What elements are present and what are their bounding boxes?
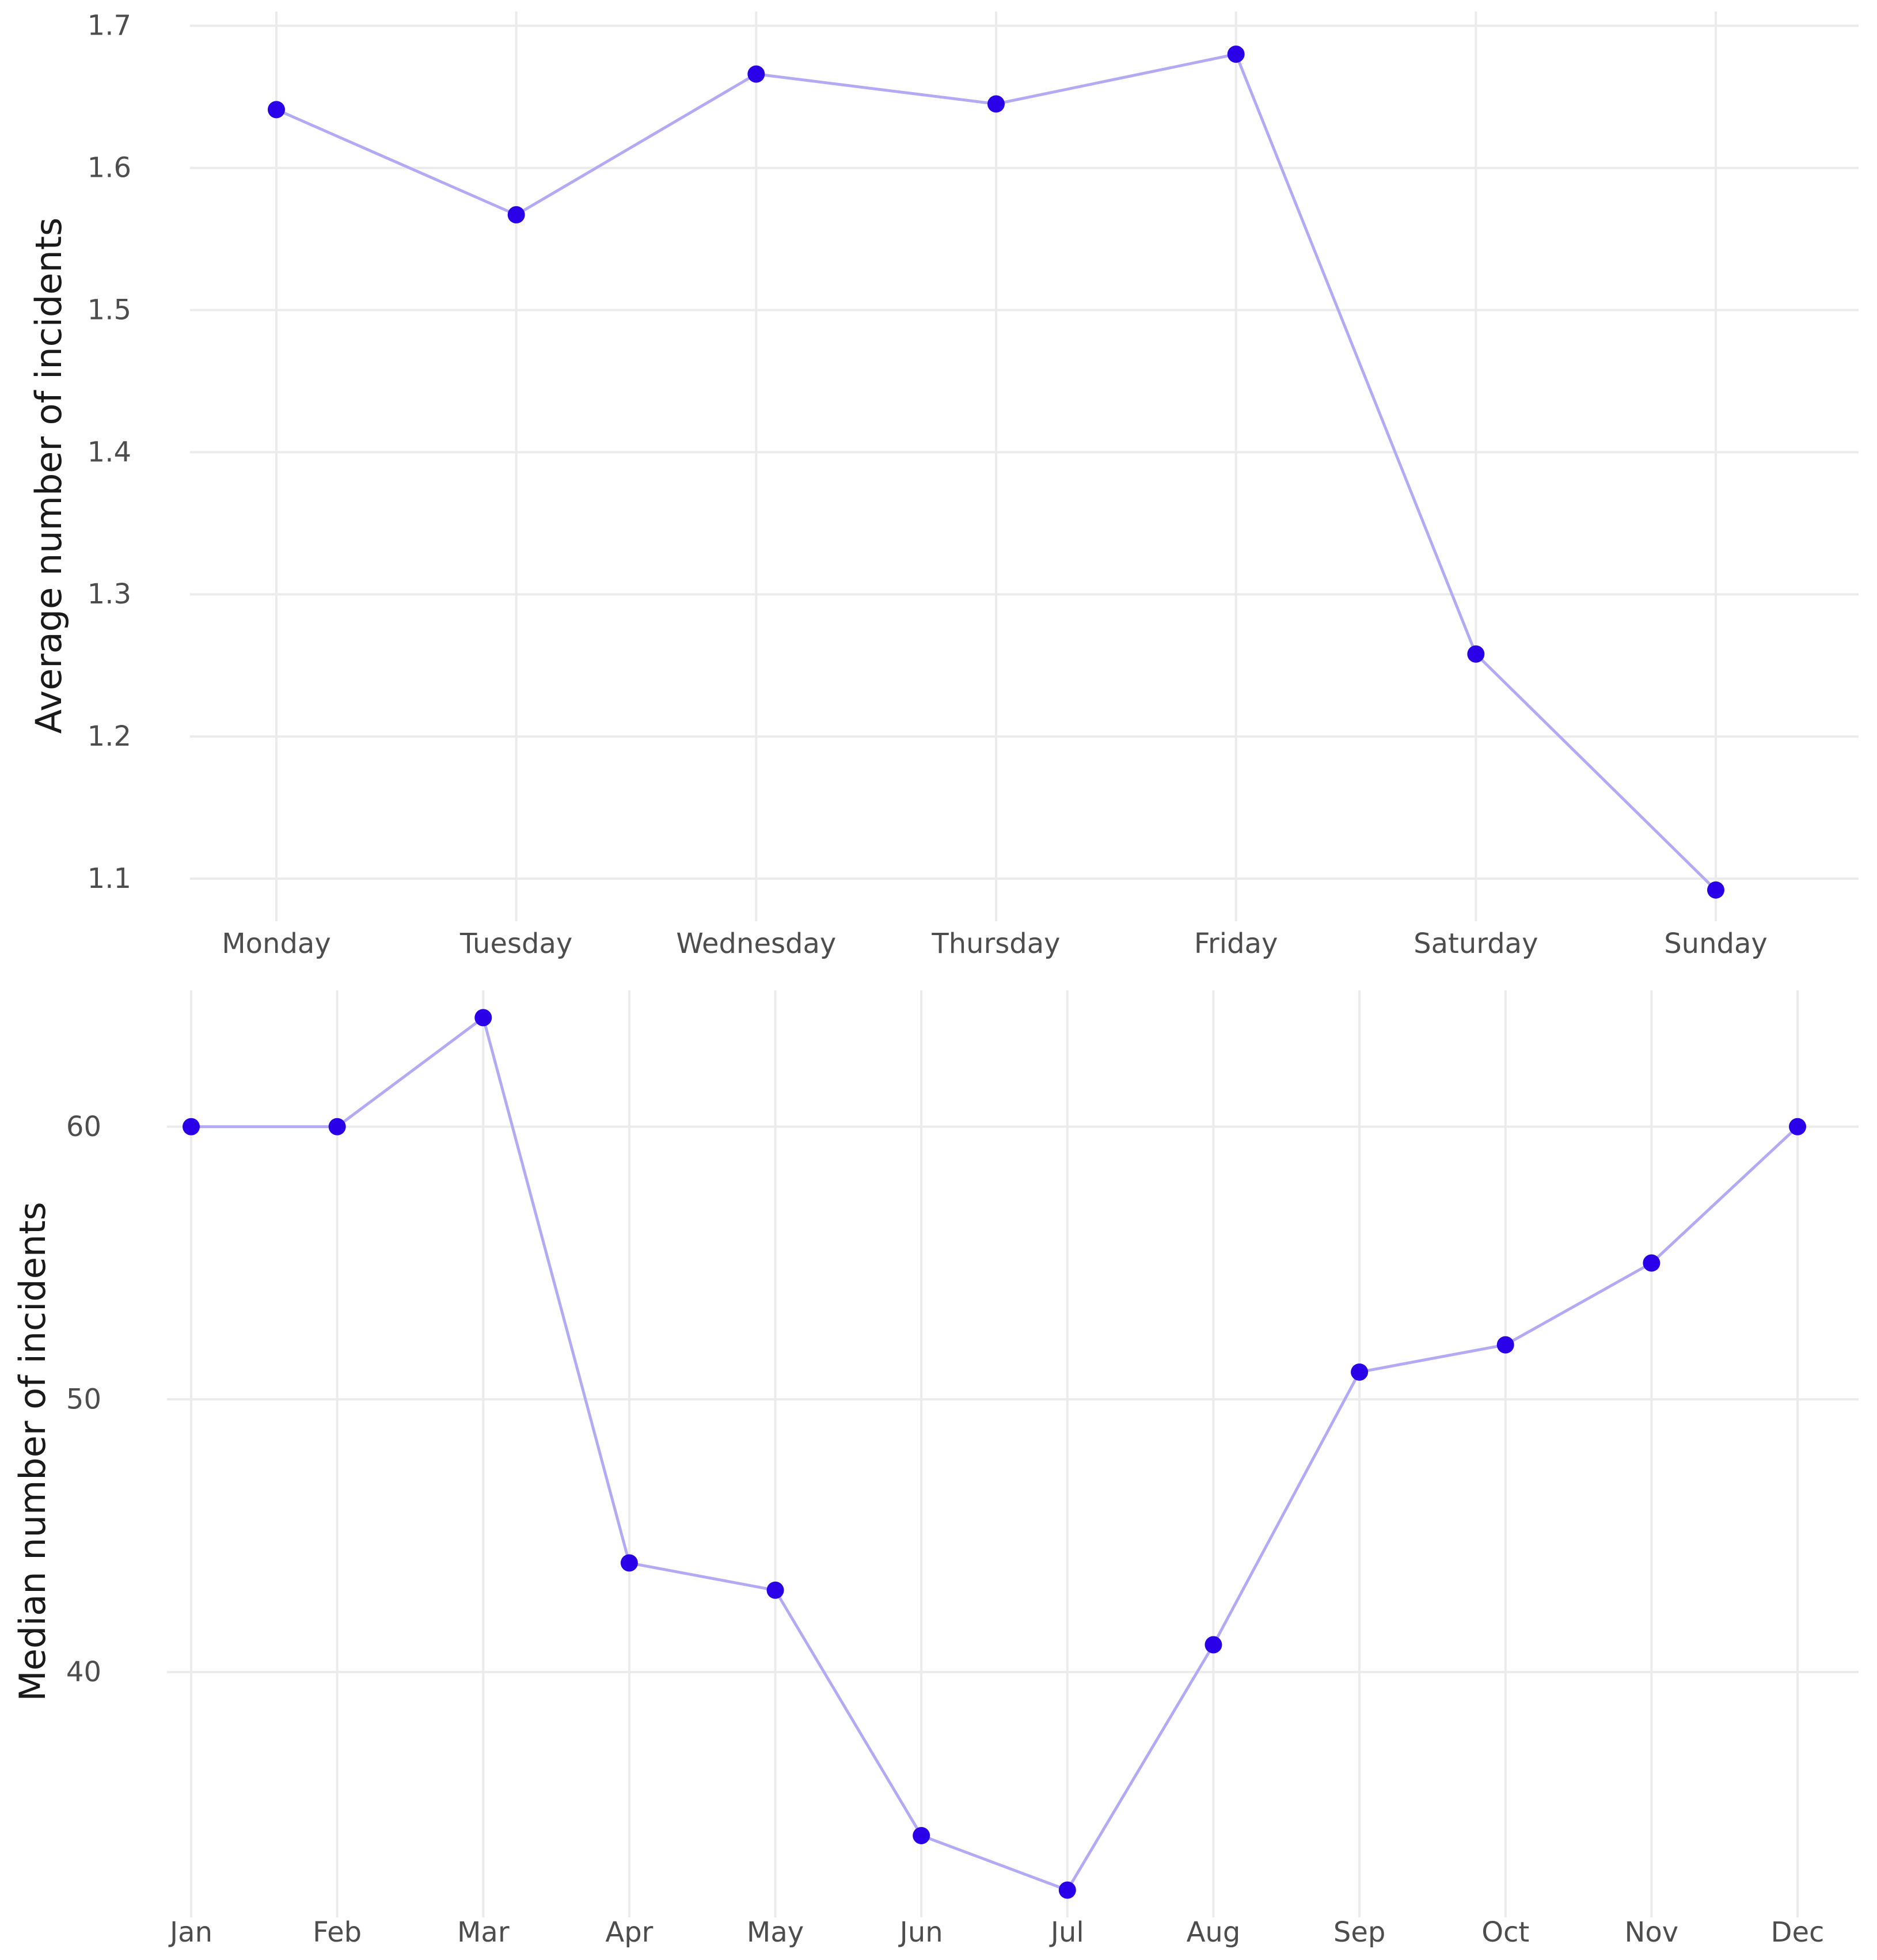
weekday-data-point xyxy=(1467,645,1485,663)
month-y-tick-label: 60 xyxy=(66,1111,101,1143)
month-y-tick-label: 40 xyxy=(66,1656,101,1688)
weekday-data-point xyxy=(507,206,525,224)
month-data-point xyxy=(1496,1336,1514,1354)
month-data-point xyxy=(913,1826,930,1844)
month-series-line xyxy=(189,1016,1799,1892)
month-x-tick-label: Feb xyxy=(313,1916,362,1948)
weekday-x-tick-label: Monday xyxy=(222,928,331,960)
month-data-point xyxy=(620,1554,638,1572)
month-chart-panel: 40 50 60 Jan Feb Mar Apr May Jun Jul Aug Sep Oct Nov… xyxy=(12,990,1859,1948)
weekday-y-tick-label: 1.7 xyxy=(88,10,131,42)
month-series xyxy=(183,1009,1806,1899)
weekday-y-tick-label: 1.6 xyxy=(88,152,131,184)
month-x-tick-labels: Jan Feb Mar Apr May Jun Jul Aug Sep Oct Nov Dec xyxy=(168,1916,1824,1948)
weekday-y-axis-title: Average number of incidents xyxy=(28,218,70,734)
weekday-data-point xyxy=(987,95,1005,113)
month-x-tick-label: Jan xyxy=(168,1916,212,1948)
month-x-tick-label: Mar xyxy=(457,1916,510,1948)
weekday-series xyxy=(268,45,1724,899)
month-x-tick-label: Nov xyxy=(1625,1916,1679,1948)
month-data-point xyxy=(766,1581,784,1599)
month-data-point xyxy=(328,1118,346,1135)
month-x-tick-label: Oct xyxy=(1481,1916,1529,1948)
weekday-chart-panel: 1.1 1.2 1.3 1.4 1.5 1.6 1.7 Monday Tuesday Wedne… xyxy=(28,10,1859,960)
weekday-data-point xyxy=(268,101,285,119)
month-x-tick-label: Aug xyxy=(1187,1916,1241,1948)
weekday-y-tick-label: 1.5 xyxy=(88,294,131,326)
month-data-point xyxy=(1789,1118,1806,1135)
weekday-y-tick-label: 1.4 xyxy=(88,436,131,468)
month-data-point xyxy=(1058,1881,1076,1899)
month-y-tick-labels: 40 50 60 xyxy=(66,1111,101,1688)
weekday-x-tick-labels: Monday Tuesday Wednesday Thursday Friday Satu… xyxy=(222,928,1768,960)
weekday-x-tick-label: Wednesday xyxy=(676,928,836,960)
weekday-x-tick-label: Friday xyxy=(1194,928,1278,960)
month-x-tick-label: Apr xyxy=(605,1916,653,1948)
weekday-x-tick-label: Sunday xyxy=(1664,928,1768,960)
month-gridlines xyxy=(167,990,1859,1917)
month-y-axis-title: Median number of incidents xyxy=(12,1202,54,1701)
month-x-tick-label: May xyxy=(747,1916,804,1948)
weekday-y-tick-labels: 1.1 1.2 1.3 1.4 1.5 1.6 1.7 xyxy=(88,10,131,895)
month-data-point xyxy=(1351,1363,1369,1381)
weekday-x-tick-label: Tuesday xyxy=(459,928,572,960)
month-data-point xyxy=(183,1118,200,1135)
weekday-y-tick-label: 1.2 xyxy=(88,720,131,753)
month-data-point xyxy=(474,1009,492,1027)
month-x-tick-label: Jun xyxy=(898,1916,943,1948)
month-x-tick-label: Jul xyxy=(1049,1916,1084,1948)
month-x-tick-label: Sep xyxy=(1333,1916,1385,1948)
month-data-point xyxy=(1643,1254,1661,1272)
weekday-data-point xyxy=(1227,45,1245,63)
weekday-x-tick-label: Thursday xyxy=(931,928,1060,960)
weekday-y-tick-label: 1.3 xyxy=(88,578,131,610)
weekday-data-point xyxy=(1707,881,1724,899)
weekday-data-point xyxy=(747,65,765,83)
month-y-tick-label: 50 xyxy=(66,1383,101,1415)
weekday-x-tick-label: Saturday xyxy=(1414,928,1538,960)
month-x-tick-label: Dec xyxy=(1771,1916,1825,1948)
weekday-y-tick-label: 1.1 xyxy=(88,863,131,895)
month-data-point xyxy=(1205,1636,1222,1654)
weekday-gridlines xyxy=(190,12,1859,921)
